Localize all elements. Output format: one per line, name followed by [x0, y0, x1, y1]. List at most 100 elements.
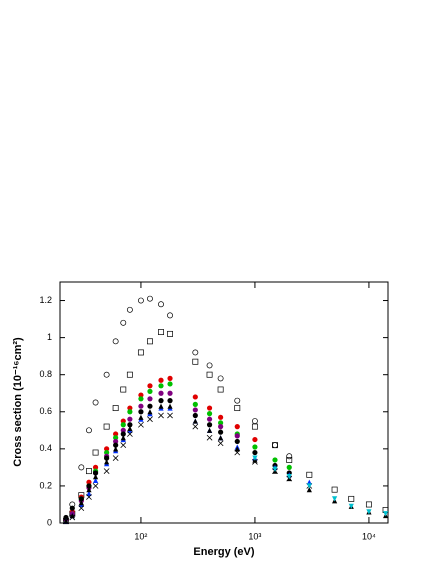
point — [138, 392, 144, 398]
point — [127, 409, 133, 415]
point — [167, 375, 173, 381]
point — [86, 490, 92, 496]
point — [306, 483, 312, 489]
point — [103, 468, 110, 474]
point — [206, 427, 213, 433]
point — [192, 407, 198, 413]
point — [127, 405, 133, 411]
point — [120, 442, 127, 449]
point — [286, 457, 293, 463]
point — [167, 330, 173, 337]
point — [127, 422, 133, 428]
point — [217, 386, 224, 393]
point — [218, 429, 224, 435]
point — [147, 388, 153, 394]
point — [218, 420, 224, 426]
point — [206, 416, 213, 422]
point — [192, 423, 199, 430]
point — [167, 381, 173, 387]
x-tick-label: 10² — [134, 531, 147, 541]
point — [252, 455, 258, 461]
point — [112, 455, 119, 461]
point — [86, 427, 92, 434]
point — [86, 483, 92, 489]
point — [286, 474, 292, 480]
point — [78, 496, 84, 502]
point — [147, 416, 153, 423]
point — [251, 418, 258, 424]
point — [137, 297, 144, 304]
point — [331, 486, 338, 493]
point — [192, 412, 198, 419]
point — [138, 414, 144, 420]
point — [113, 438, 119, 445]
point — [86, 479, 92, 485]
point — [92, 477, 99, 483]
point — [138, 421, 144, 428]
point — [113, 446, 119, 452]
point — [120, 386, 127, 393]
x-tick-label: 10⁴ — [362, 531, 376, 541]
point — [69, 512, 75, 519]
point — [147, 396, 153, 402]
point — [158, 412, 164, 419]
point — [382, 511, 389, 517]
point — [103, 371, 110, 378]
y-tick-label: 0.8 — [39, 369, 52, 379]
point — [147, 383, 153, 389]
point — [127, 425, 133, 432]
point — [92, 399, 99, 406]
point — [206, 405, 213, 411]
point — [138, 403, 144, 409]
point — [234, 405, 241, 412]
point — [120, 435, 126, 441]
point — [120, 418, 126, 424]
x-tick-label: 10³ — [248, 531, 261, 541]
point — [92, 483, 99, 489]
point — [252, 449, 258, 456]
point — [138, 409, 144, 415]
point — [366, 509, 372, 515]
point — [104, 459, 110, 465]
point — [332, 496, 338, 502]
point — [272, 442, 278, 449]
point — [147, 295, 153, 302]
plot-frame — [59, 281, 389, 524]
point — [167, 390, 173, 396]
point — [158, 403, 164, 409]
point — [218, 414, 224, 420]
point — [92, 470, 99, 476]
point — [120, 431, 126, 437]
point — [103, 423, 110, 430]
point — [86, 494, 92, 500]
point — [206, 434, 213, 441]
point — [113, 431, 119, 437]
point — [192, 401, 198, 407]
y-tick-label: 1.2 — [39, 295, 52, 305]
point — [92, 474, 99, 480]
point — [217, 375, 224, 382]
point — [167, 398, 173, 404]
point — [120, 427, 126, 433]
point — [217, 440, 224, 447]
point — [365, 501, 372, 508]
point — [69, 505, 75, 511]
point — [104, 455, 110, 461]
point — [192, 349, 199, 356]
point — [252, 436, 258, 443]
point — [218, 424, 224, 430]
y-tick-label: 0.6 — [39, 406, 52, 416]
point — [92, 449, 99, 456]
point — [251, 423, 258, 430]
point — [158, 390, 164, 396]
point — [286, 453, 293, 460]
point — [192, 358, 199, 365]
point — [206, 371, 213, 378]
point — [63, 518, 69, 524]
y-tick-label: 0.2 — [39, 480, 52, 490]
point — [92, 464, 99, 470]
point — [126, 306, 133, 313]
point — [86, 487, 92, 493]
point — [234, 438, 240, 445]
y-tick-label: 0 — [47, 517, 52, 527]
